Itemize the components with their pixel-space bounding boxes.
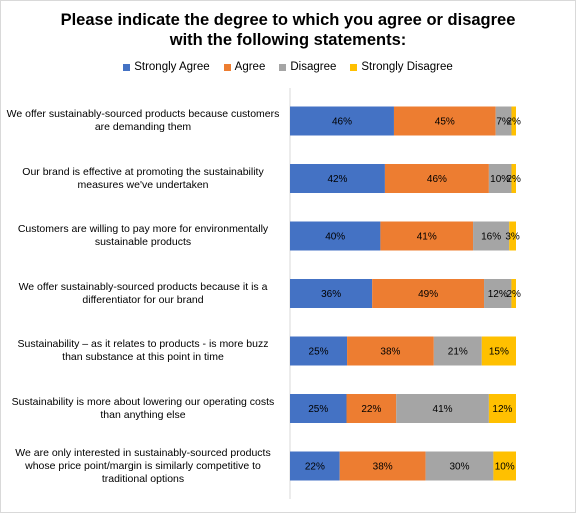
data-label: 22% — [305, 462, 325, 473]
legend-label: Agree — [234, 61, 266, 73]
legend-label: Strongly Disagree — [361, 61, 453, 73]
bar-segment — [384, 164, 489, 193]
data-label: 38% — [373, 462, 393, 473]
bar-segment — [425, 451, 494, 481]
data-label: 12% — [488, 289, 508, 300]
category-label: Customers are willing to pay more for en… — [17, 223, 269, 248]
bar-segment — [396, 394, 489, 423]
data-label: 42% — [327, 174, 347, 185]
bar-segment — [290, 106, 394, 136]
legend-label: Disagree — [290, 61, 337, 73]
bar-segment — [339, 451, 426, 481]
data-label: 21% — [448, 347, 468, 358]
data-label: 49% — [418, 289, 438, 300]
data-label: 38% — [380, 347, 400, 358]
data-label: 2% — [506, 289, 521, 300]
data-label: 40% — [325, 232, 345, 243]
data-label: 22% — [361, 404, 381, 415]
legend-swatch — [279, 63, 287, 71]
legend-item: Agree — [223, 61, 266, 73]
data-label: 3% — [505, 232, 520, 243]
data-label: 10% — [490, 174, 510, 185]
data-label: 41% — [433, 404, 453, 415]
legend-item: Disagree — [279, 61, 336, 73]
data-label: 46% — [332, 117, 352, 128]
bar-segment — [290, 336, 348, 366]
bar-segment — [290, 279, 373, 308]
data-label: 36% — [321, 289, 341, 300]
bar-segment — [380, 221, 474, 251]
category-label: We are only interested in sustainably-so… — [15, 446, 271, 485]
legend-swatch — [123, 63, 131, 71]
category-label: We offer sustainably-sourced products be… — [6, 108, 280, 133]
bar-segment — [511, 106, 516, 136]
legend-swatch — [223, 63, 231, 71]
category-label: Sustainability – as it relates to produc… — [17, 338, 269, 363]
bar-segment — [393, 106, 496, 136]
data-label: 41% — [417, 232, 437, 243]
bar-segment — [484, 279, 512, 308]
category-label: Our brand is effective at promoting the … — [22, 165, 264, 191]
bar-segment — [473, 221, 510, 251]
legend-swatch — [350, 63, 358, 71]
data-label: 2% — [507, 117, 522, 128]
bar-segment — [488, 394, 516, 423]
bar-segment — [493, 451, 516, 481]
data-label: 15% — [489, 347, 509, 358]
category-label: We offer sustainably-sourced products be… — [18, 280, 268, 306]
bar-segment — [290, 394, 347, 423]
data-label: 7% — [496, 117, 511, 128]
legend: Strongly Agree Agree Disagree Strongly Disa… — [0, 61, 576, 73]
data-label: 2% — [507, 174, 522, 185]
bar-segment — [372, 279, 485, 308]
bar-segment — [488, 164, 512, 193]
bar-segment — [511, 279, 516, 308]
legend-item: Strongly Disagree — [350, 61, 453, 73]
data-label: 16% — [481, 232, 501, 243]
bar-segment — [290, 221, 381, 251]
bar-segment — [290, 451, 340, 481]
bar-segment — [481, 336, 516, 366]
category-label: Sustainability is more about lowering ou… — [11, 395, 275, 421]
data-label: 45% — [435, 117, 455, 128]
bar-segment — [290, 164, 385, 193]
data-label: 30% — [449, 462, 469, 473]
data-label: 25% — [308, 404, 328, 415]
bar-segment — [495, 106, 512, 136]
chart-title: Please indicate the degree to which you … — [60, 11, 516, 49]
bar-segment — [347, 336, 434, 366]
data-label: 25% — [309, 347, 329, 358]
data-label: 12% — [492, 404, 512, 415]
bar-segment — [346, 394, 397, 423]
legend-item: Strongly Agree — [123, 61, 210, 73]
legend-label: Strongly Agree — [134, 61, 210, 73]
bar-segment — [511, 164, 516, 193]
data-label: 46% — [427, 174, 447, 185]
data-label: 10% — [495, 462, 515, 473]
bar-segment — [433, 336, 482, 366]
bar-segment — [509, 221, 516, 251]
